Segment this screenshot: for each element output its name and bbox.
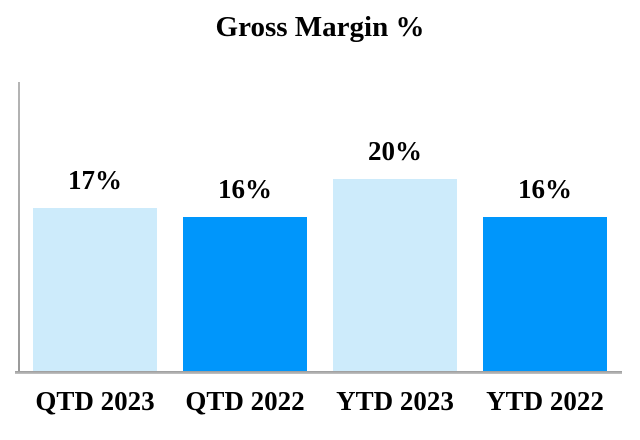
y-axis-line xyxy=(18,82,20,371)
bar-value-label: 20% xyxy=(368,136,422,166)
x-axis-category-label: QTD 2023 xyxy=(35,386,155,416)
chart-title: Gross Margin % xyxy=(215,11,425,43)
x-axis-category-label: YTD 2022 xyxy=(486,386,604,416)
bar-value-label: 16% xyxy=(518,174,572,204)
x-axis-line xyxy=(15,371,622,374)
bar-ytd-2022 xyxy=(483,217,607,371)
bar-qtd-2023 xyxy=(33,208,157,371)
bar-value-label: 17% xyxy=(68,165,122,195)
bar-value-label: 16% xyxy=(218,174,272,204)
x-axis-category-label: QTD 2022 xyxy=(185,386,305,416)
x-axis-category-label: YTD 2023 xyxy=(336,386,454,416)
bar-qtd-2022 xyxy=(183,217,307,371)
bar-ytd-2023 xyxy=(333,179,457,371)
